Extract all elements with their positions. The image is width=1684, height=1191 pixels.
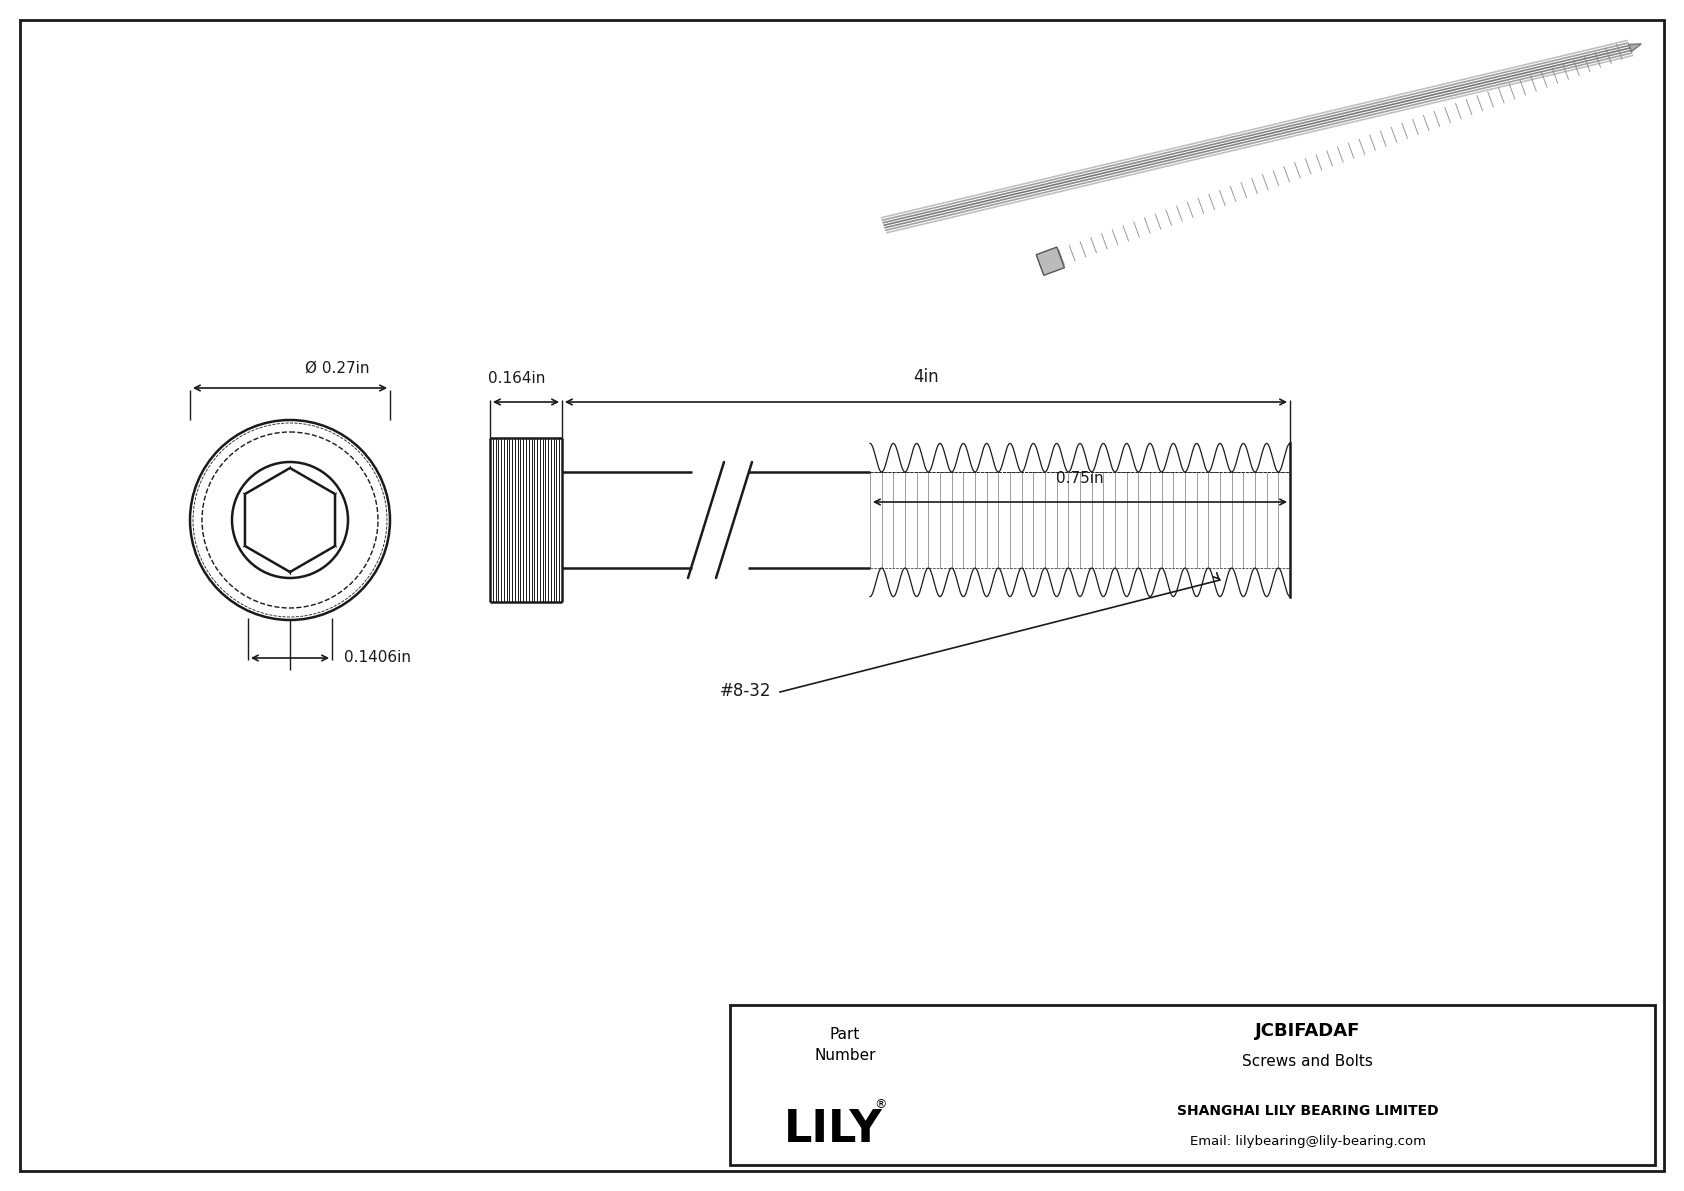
- Text: Ø 0.27in: Ø 0.27in: [305, 361, 369, 376]
- Text: SHANGHAI LILY BEARING LIMITED: SHANGHAI LILY BEARING LIMITED: [1177, 1104, 1438, 1118]
- Text: ®: ®: [874, 1098, 886, 1111]
- Text: Screws and Bolts: Screws and Bolts: [1243, 1054, 1372, 1068]
- Text: Part
Number: Part Number: [815, 1027, 876, 1064]
- Text: 0.75in: 0.75in: [1056, 470, 1103, 486]
- Text: 0.1406in: 0.1406in: [344, 650, 411, 666]
- Polygon shape: [1036, 247, 1064, 275]
- Text: 4in: 4in: [913, 368, 938, 386]
- Polygon shape: [1628, 44, 1642, 51]
- Text: #8-32: #8-32: [721, 682, 771, 700]
- Bar: [729, 1005, 1655, 1165]
- Text: Email: lilybearing@lily-bearing.com: Email: lilybearing@lily-bearing.com: [1189, 1135, 1425, 1147]
- Bar: [729, 1005, 1655, 1165]
- Text: JCBIFADAF: JCBIFADAF: [1255, 1022, 1361, 1040]
- Text: LILY: LILY: [783, 1108, 882, 1151]
- Text: 0.164in: 0.164in: [488, 372, 546, 386]
